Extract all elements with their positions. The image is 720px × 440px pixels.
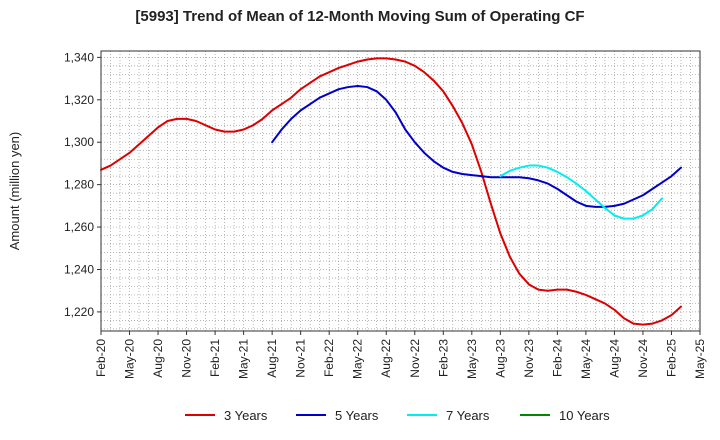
x-tick-label: May-24 — [579, 339, 593, 379]
legend-label-10-years: 10 Years — [559, 408, 610, 423]
x-tick-label: Feb-23 — [436, 339, 450, 377]
series-line-5-years — [271, 85, 682, 208]
y-tick-label: 1,220 — [64, 305, 94, 319]
x-tick-label: Nov-24 — [636, 339, 650, 378]
x-tick-label: May-23 — [465, 339, 479, 379]
x-tick-label: May-21 — [237, 339, 251, 379]
x-tick-label: Nov-22 — [408, 339, 422, 378]
y-tick-label: 1,320 — [64, 93, 94, 107]
series-lines — [100, 57, 682, 326]
x-tick-label: Aug-22 — [379, 339, 393, 378]
x-tick-label: Nov-23 — [522, 339, 536, 378]
legend-label-7-years: 7 Years — [446, 408, 490, 423]
y-tick-label: 1,340 — [64, 50, 94, 64]
y-tick-label: 1,300 — [64, 135, 94, 149]
legend: 3 Years 5 Years 7 Years 10 Years — [185, 408, 610, 423]
x-tick-label: Nov-20 — [180, 339, 194, 378]
x-tick-label: May-22 — [351, 339, 365, 379]
x-tick-label: Feb-25 — [664, 339, 678, 377]
x-tick-label: May-20 — [123, 339, 137, 379]
x-axis-ticks: Feb-20 May-20 Aug-20 Nov-20 Feb-21 May-21 Aug-… — [94, 331, 707, 379]
legend-label-5-years: 5 Years — [335, 408, 379, 423]
y-tick-label: 1,260 — [64, 220, 94, 234]
x-tick-label: Feb-21 — [208, 339, 222, 377]
x-tick-label: Feb-20 — [94, 339, 108, 377]
y-axis-ticks: 1,220 1,240 1,260 1,280 1,300 1,320 1,340 — [64, 50, 101, 319]
y-tick-label: 1,280 — [64, 178, 94, 192]
y-axis-label: Amount (million yen) — [7, 132, 22, 251]
y-tick-label: 1,240 — [64, 262, 94, 276]
x-tick-label: Feb-24 — [550, 339, 564, 377]
x-tick-label: Aug-23 — [493, 339, 507, 378]
x-tick-label: May-25 — [693, 339, 707, 379]
plot-frame — [100, 50, 701, 332]
x-tick-label: Nov-21 — [294, 339, 308, 378]
chart-title: [5993] Trend of Mean of 12-Month Moving … — [135, 8, 585, 25]
series-line-7-years — [499, 164, 663, 220]
x-tick-label: Aug-24 — [607, 339, 621, 378]
x-tick-label: Feb-22 — [322, 339, 336, 377]
x-tick-label: Aug-20 — [151, 339, 165, 378]
x-tick-label: Aug-21 — [265, 339, 279, 378]
grid-lines — [101, 51, 700, 331]
legend-label-3-years: 3 Years — [224, 408, 268, 423]
series-line-3-years — [100, 57, 682, 326]
